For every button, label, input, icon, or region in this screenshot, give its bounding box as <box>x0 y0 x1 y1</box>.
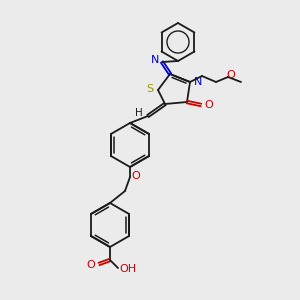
Text: OH: OH <box>119 264 136 274</box>
Text: N: N <box>194 77 202 87</box>
Text: S: S <box>146 84 154 94</box>
Text: O: O <box>132 171 140 181</box>
Text: O: O <box>226 70 236 80</box>
Text: O: O <box>205 100 213 110</box>
Text: O: O <box>87 260 95 270</box>
Text: H: H <box>135 108 143 118</box>
Text: N: N <box>151 55 159 65</box>
